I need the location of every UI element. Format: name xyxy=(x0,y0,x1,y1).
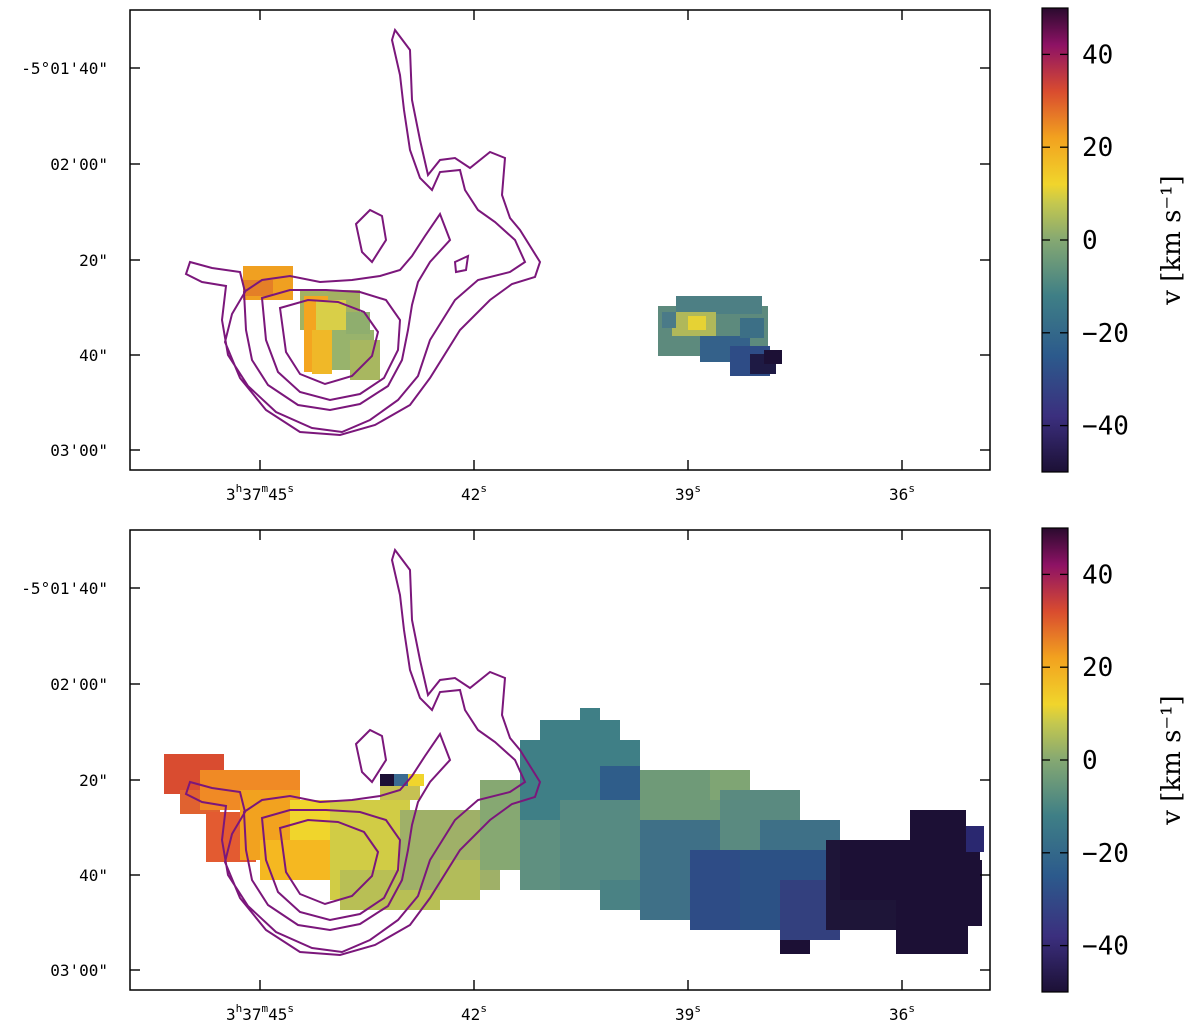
bottom-panel: 3h37m45s 42s 39s 36s -5°01'40" 02'00" 20" 40" 0… xyxy=(21,527,1187,1024)
top-colorbar-ticks xyxy=(1042,53,1068,427)
bottom-axes-frame xyxy=(129,529,991,991)
bottom-velocity-map xyxy=(164,547,984,957)
bottom-colorbar-tick-labels: 40 20 0 −20 −40 xyxy=(1082,560,1129,961)
top-panel: 3h37m45s 42s 39s 36s -5°01'40" 02'00" 20" 40" 0… xyxy=(21,7,1187,504)
colorbar-tick-label: 20 xyxy=(1082,133,1113,163)
top-contours xyxy=(184,27,542,437)
y-tick-label: 20" xyxy=(79,771,108,790)
top-colorbar: 40 20 0 −20 −40 v [km s⁻¹] xyxy=(1041,7,1187,473)
y-tick-label: 40" xyxy=(79,866,108,885)
top-x-tick-labels: 3h37m45s 42s 39s 36s xyxy=(226,482,915,504)
x-tick-label: 3h37m45s xyxy=(226,1002,294,1024)
x-tick-label: 42s xyxy=(461,482,487,504)
colorbar-tick-label: −40 xyxy=(1082,932,1129,962)
y-tick-label: 03'00" xyxy=(50,441,108,460)
top-ticks xyxy=(130,10,990,470)
bottom-colorbar-ticks xyxy=(1042,573,1068,947)
y-tick-label: 02'00" xyxy=(50,155,108,174)
top-velocity-map xyxy=(184,27,782,437)
y-tick-label: 20" xyxy=(79,251,108,270)
top-axes-frame xyxy=(129,9,991,471)
colorbar-tick-label: 0 xyxy=(1082,746,1098,776)
top-colorbar-label: v [km s⁻¹] xyxy=(1157,175,1187,305)
x-tick-label: 3h37m45s xyxy=(226,482,294,504)
y-tick-label: 03'00" xyxy=(50,961,108,980)
bottom-y-tick-labels: -5°01'40" 02'00" 20" 40" 03'00" xyxy=(21,579,108,980)
colorbar-tick-label: 20 xyxy=(1082,653,1113,683)
x-tick-label: 36s xyxy=(889,482,915,504)
colorbar-tick-label: 0 xyxy=(1082,226,1098,256)
y-tick-label: 40" xyxy=(79,346,108,365)
colorbar-tick-label: 40 xyxy=(1082,560,1113,590)
colorbar-tick-label: −20 xyxy=(1082,839,1129,869)
top-y-tick-labels: -5°01'40" 02'00" 20" 40" 03'00" xyxy=(21,59,108,460)
colorbar-tick-label: 40 xyxy=(1082,40,1113,70)
colorbar-tick-label: −40 xyxy=(1082,412,1129,442)
bottom-ticks xyxy=(130,530,990,990)
y-tick-label: 02'00" xyxy=(50,675,108,694)
bottom-x-tick-labels: 3h37m45s 42s 39s 36s xyxy=(226,1002,915,1024)
bottom-colorbar: 40 20 0 −20 −40 v [km s⁻¹] xyxy=(1041,527,1187,993)
top-west-clump xyxy=(658,296,782,376)
y-tick-label: -5°01'40" xyxy=(21,579,108,598)
x-tick-label: 42s xyxy=(461,1002,487,1024)
colorbar-tick-label: −20 xyxy=(1082,319,1129,349)
x-tick-label: 39s xyxy=(675,1002,701,1024)
bottom-velocity-pixels xyxy=(164,708,984,954)
bottom-contours xyxy=(184,547,542,957)
top-colorbar-tick-labels: 40 20 0 −20 −40 xyxy=(1082,40,1129,441)
x-tick-label: 39s xyxy=(675,482,701,504)
x-tick-label: 36s xyxy=(889,1002,915,1024)
y-tick-label: -5°01'40" xyxy=(21,59,108,78)
bottom-colorbar-label: v [km s⁻¹] xyxy=(1157,695,1187,825)
